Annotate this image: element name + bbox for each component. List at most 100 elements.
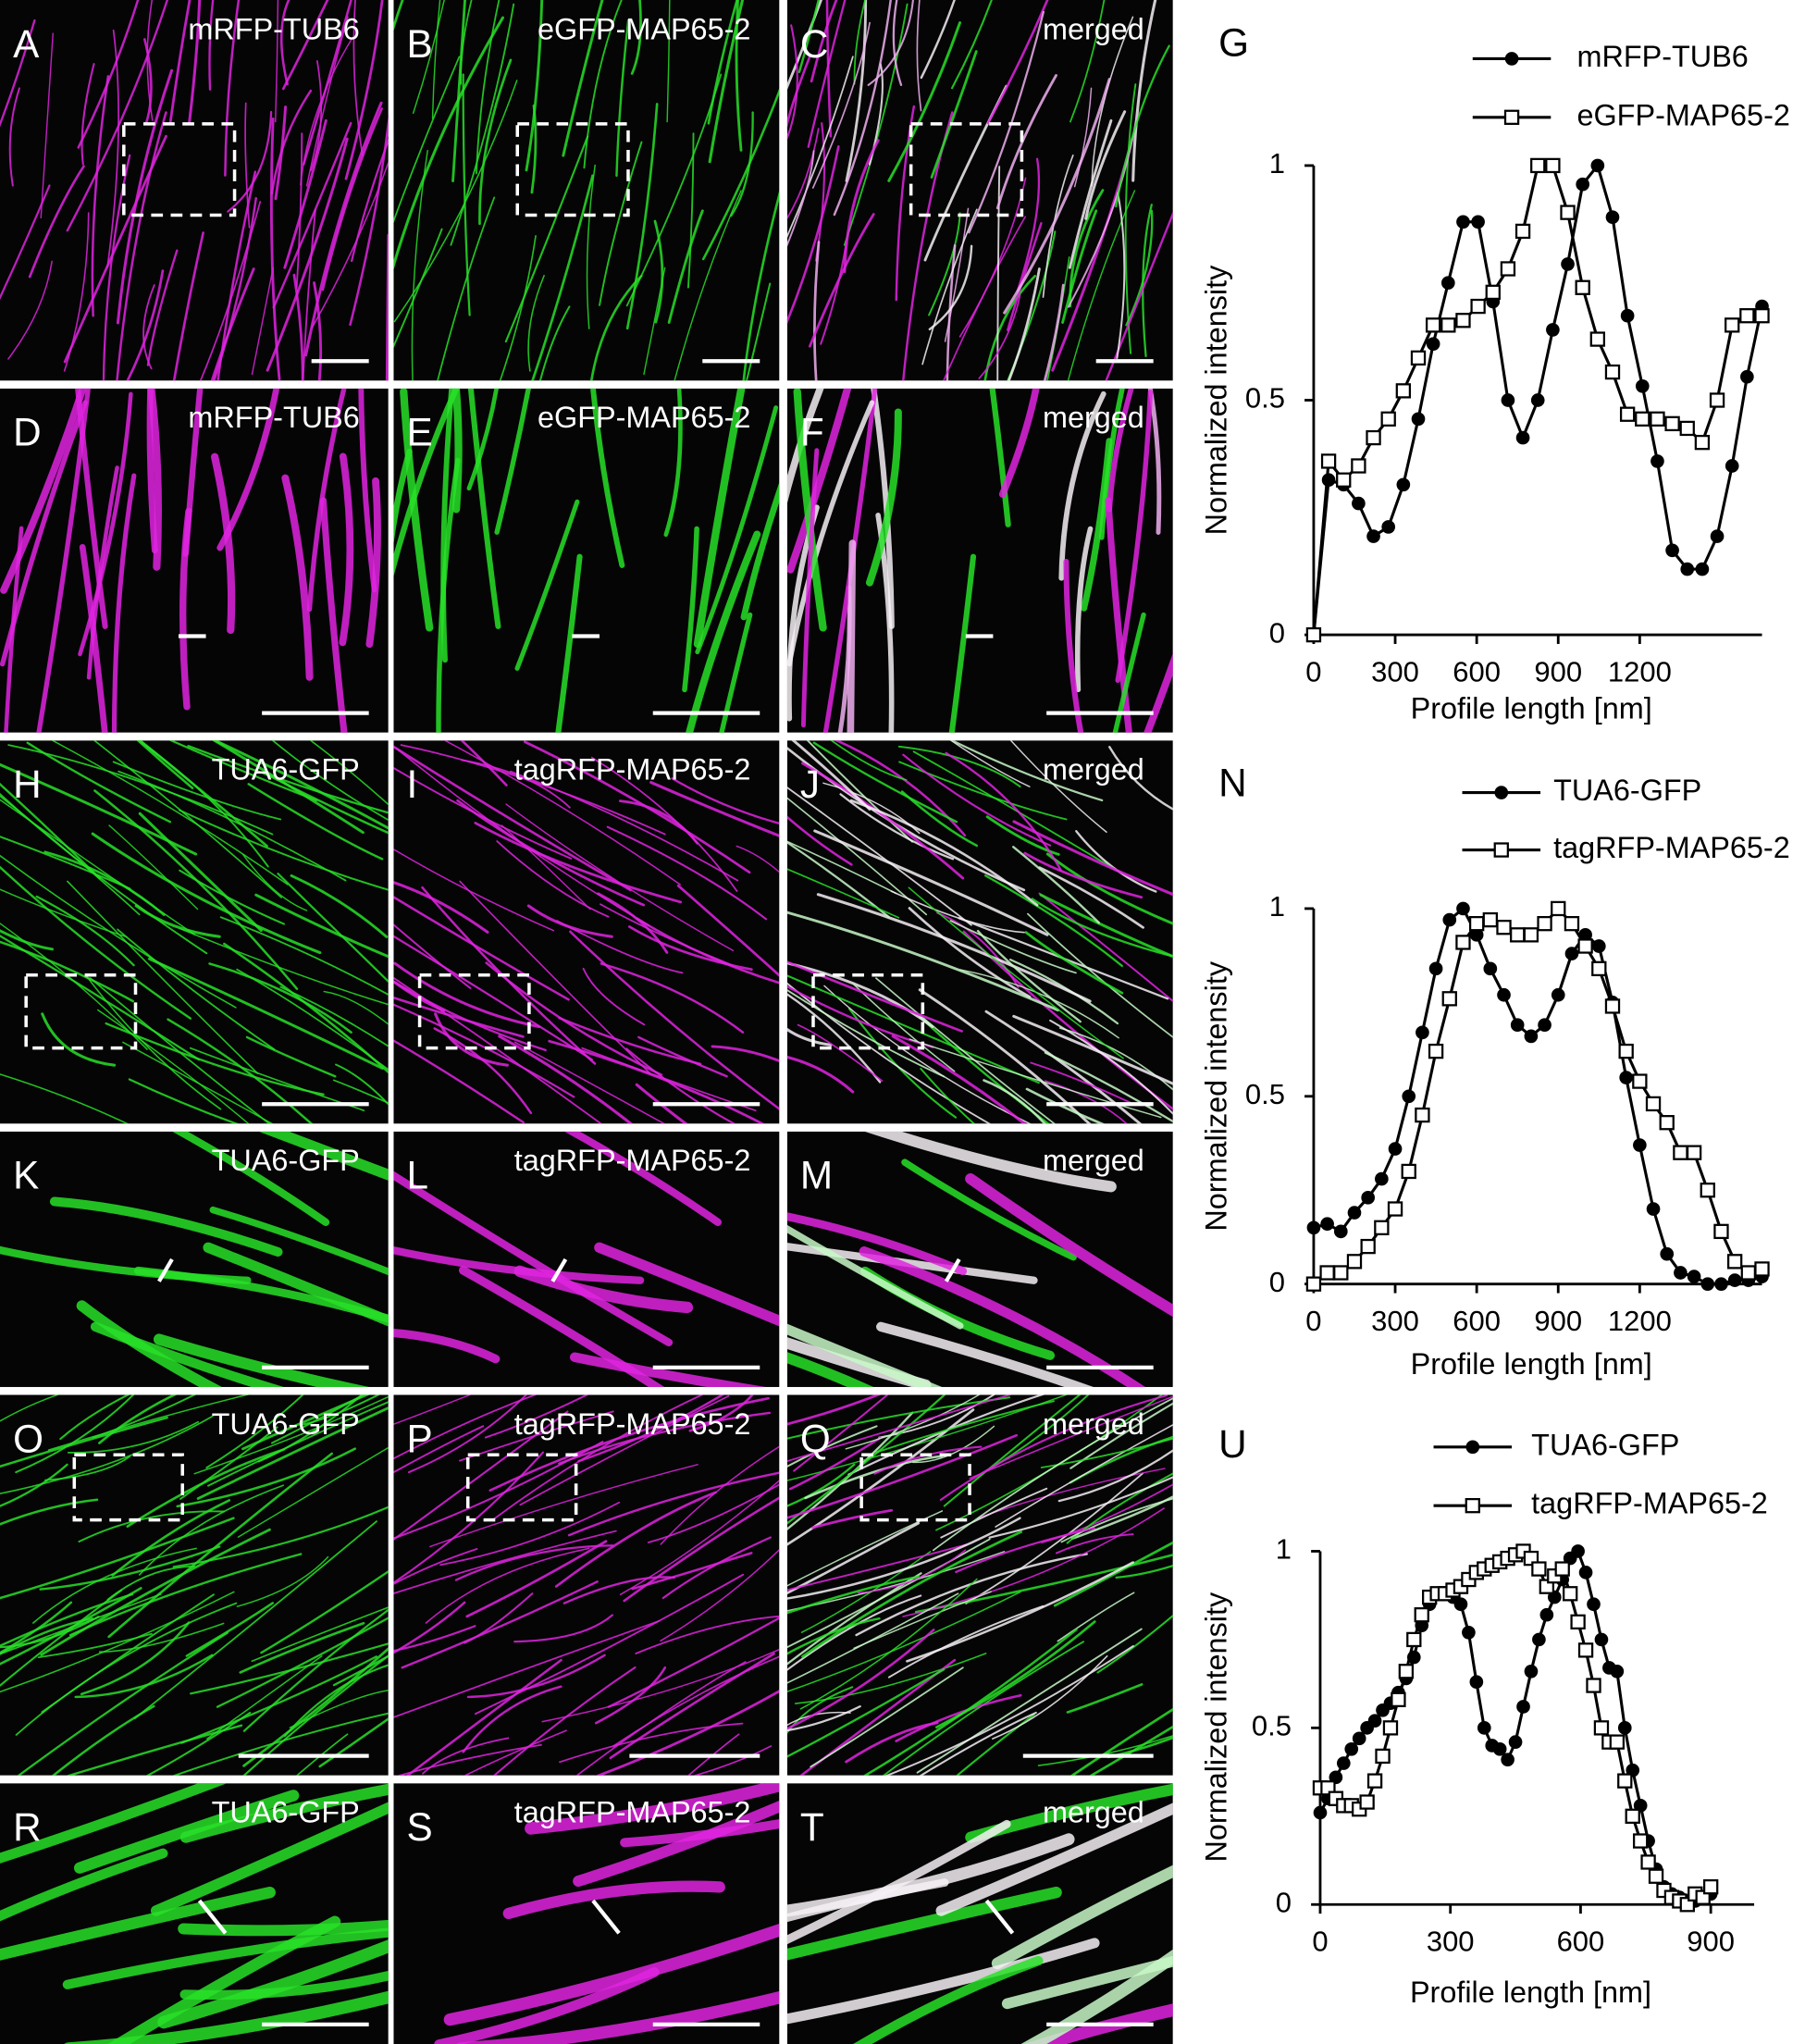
panel-letter: B [407, 22, 433, 66]
filament [786, 388, 852, 574]
marker [1700, 1183, 1715, 1198]
panel-label: TUA6-GFP [212, 1144, 360, 1177]
filament [786, 985, 934, 1048]
marker [1504, 52, 1519, 66]
filament [800, 448, 820, 728]
filament [239, 1621, 365, 1674]
filament [358, 388, 377, 593]
panel-label: merged [1043, 12, 1144, 45]
marker [1387, 1201, 1403, 1217]
filament [182, 388, 204, 557]
filament [786, 1463, 856, 1507]
marker [1442, 912, 1457, 927]
filament [257, 1394, 364, 1463]
filament [513, 1614, 613, 1643]
marker [1305, 626, 1322, 643]
marker [1456, 901, 1470, 916]
filament [623, 1496, 780, 1603]
marker [1336, 472, 1352, 488]
filament [0, 1587, 142, 1666]
filament [1057, 1592, 1135, 1642]
marker [1560, 204, 1576, 220]
filament [365, 477, 381, 649]
filament [786, 787, 972, 926]
filament [86, 465, 119, 680]
filament [663, 388, 683, 538]
filament [935, 1620, 1096, 1729]
filament [786, 24, 798, 141]
micrograph [786, 740, 1173, 1124]
marker [1551, 987, 1565, 1002]
marker [1710, 529, 1725, 543]
filament [304, 101, 383, 357]
filament [936, 911, 1020, 988]
filament [660, 1445, 780, 1545]
filament [179, 927, 389, 1006]
filament [695, 405, 779, 655]
filament [833, 0, 892, 217]
filament [41, 1593, 215, 1714]
marker [1650, 454, 1664, 468]
filament [138, 1484, 284, 1576]
filament [213, 196, 257, 381]
filament [292, 273, 304, 381]
filament [275, 0, 279, 123]
filament [396, 1743, 542, 1776]
filament [786, 1629, 935, 1730]
marker [1321, 473, 1336, 488]
marker [1561, 257, 1575, 271]
filament [797, 0, 821, 74]
legend-label: mRFP-TUB6 [1576, 40, 1748, 73]
filament [393, 923, 472, 989]
marker [1524, 1029, 1539, 1044]
x-tick-label: 300 [1371, 656, 1419, 688]
marker [1366, 429, 1381, 446]
filament [247, 783, 384, 861]
micrograph [0, 1394, 389, 1776]
filament [786, 388, 824, 504]
marker [1754, 1261, 1770, 1277]
filament [393, 1410, 569, 1542]
filament [902, 1507, 1165, 1617]
filament [653, 219, 664, 324]
filament [187, 745, 389, 814]
filament [305, 16, 349, 187]
filament [393, 1394, 472, 1426]
panel-label: merged [1043, 753, 1144, 787]
marker [1346, 1254, 1363, 1270]
marker [1686, 1145, 1702, 1160]
filament [1073, 87, 1093, 188]
filament [908, 907, 1032, 998]
filament [179, 869, 286, 925]
panel-letter: M [800, 1154, 833, 1197]
filament [786, 1592, 959, 1684]
marker [1570, 1614, 1586, 1630]
marker [1381, 520, 1396, 534]
filament [1040, 1437, 1173, 1468]
filament [283, 118, 328, 269]
panel-label: eGFP-MAP65-2 [538, 12, 750, 45]
chart: N 0 0.5 1 0 300 600 900 1200 Profile length [nm] N… [1200, 762, 1790, 1381]
panel-label: tagRFP-MAP65-2 [514, 1144, 751, 1177]
filament [949, 920, 1077, 974]
filament [786, 1510, 944, 1587]
marker [1739, 308, 1755, 324]
marker [1619, 1071, 1633, 1084]
filament [786, 1425, 878, 1468]
marker [1361, 1191, 1375, 1205]
filament [0, 400, 88, 667]
filament [1061, 209, 1098, 324]
marker [1401, 1163, 1416, 1180]
micrograph [393, 1131, 780, 1387]
marker [1619, 406, 1636, 422]
marker [1352, 1731, 1366, 1746]
filament [625, 73, 723, 307]
filament [26, 741, 172, 824]
filament [986, 0, 1049, 125]
filament [28, 165, 85, 279]
marker [1610, 1664, 1625, 1679]
filament [216, 388, 280, 551]
filament [112, 761, 282, 821]
filament [491, 1394, 704, 1521]
marker [1428, 961, 1443, 976]
